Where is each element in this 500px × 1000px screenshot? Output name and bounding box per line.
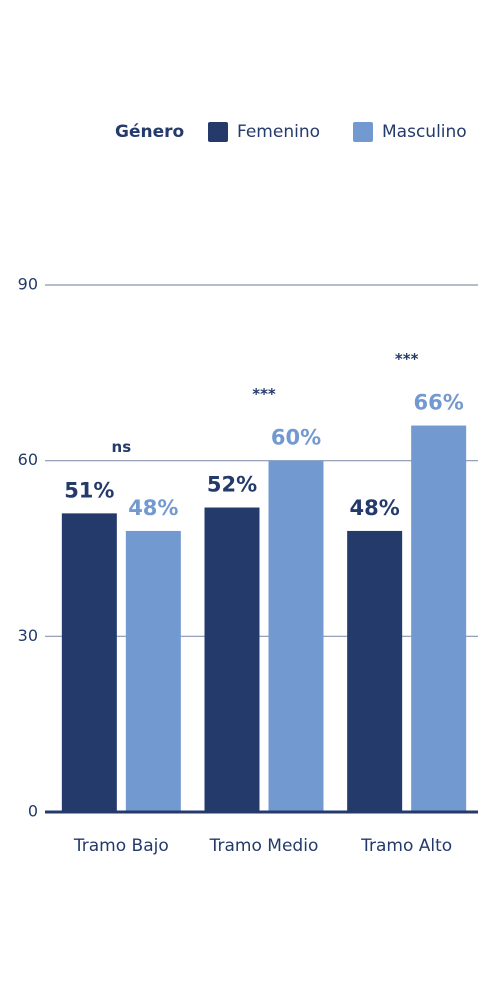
value-label: 60% xyxy=(271,426,321,450)
y-tick-label: 60 xyxy=(18,450,38,469)
value-label: 51% xyxy=(64,478,114,502)
value-label: 48% xyxy=(128,496,178,520)
significance-label: ns xyxy=(112,438,132,456)
bar xyxy=(347,530,403,812)
bar xyxy=(411,425,467,812)
y-tick-label: 30 xyxy=(18,626,38,645)
legend-swatch xyxy=(208,122,228,142)
x-tick-label: Tramo Medio xyxy=(209,836,319,856)
legend-title: Género xyxy=(115,122,184,142)
legend-label: Femenino xyxy=(237,122,320,142)
bar xyxy=(61,513,117,812)
legend-label: Masculino xyxy=(382,122,467,142)
bar xyxy=(268,460,324,812)
bar xyxy=(204,507,260,812)
value-label: 52% xyxy=(207,473,257,497)
bar xyxy=(125,530,181,812)
value-label: 66% xyxy=(414,391,464,415)
significance-label: *** xyxy=(252,385,276,403)
x-tick-label: Tramo Bajo xyxy=(73,836,169,856)
legend-swatch xyxy=(353,122,373,142)
value-label: 48% xyxy=(350,496,400,520)
y-tick-label: 0 xyxy=(28,802,38,821)
x-tick-label: Tramo Alto xyxy=(360,836,452,856)
y-tick-label: 90 xyxy=(18,275,38,294)
significance-label: *** xyxy=(395,350,419,368)
